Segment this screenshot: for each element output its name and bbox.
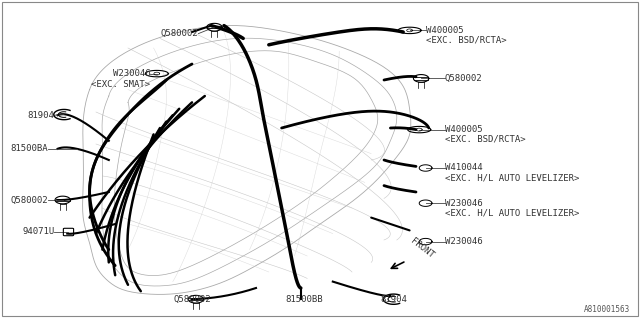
Text: W400005: W400005 xyxy=(426,26,463,35)
Text: A810001563: A810001563 xyxy=(584,305,630,314)
Text: 81904: 81904 xyxy=(28,111,54,120)
Text: W230046: W230046 xyxy=(113,69,150,78)
Text: <EXC. H/L AUTO LEVELIZER>: <EXC. H/L AUTO LEVELIZER> xyxy=(445,173,579,182)
Text: W230046: W230046 xyxy=(445,199,483,208)
Text: <EXC. BSD/RCTA>: <EXC. BSD/RCTA> xyxy=(426,36,506,44)
Text: 81500BB: 81500BB xyxy=(285,295,323,304)
Text: 81500BA: 81500BA xyxy=(10,144,48,153)
Text: Q580002: Q580002 xyxy=(10,196,48,204)
Text: Q580002: Q580002 xyxy=(161,29,198,38)
Text: Q580002: Q580002 xyxy=(445,74,483,83)
Text: W400005: W400005 xyxy=(445,125,483,134)
Text: FRONT: FRONT xyxy=(408,236,435,260)
Text: <EXC. SMAT>: <EXC. SMAT> xyxy=(92,80,150,89)
Text: W230046: W230046 xyxy=(445,237,483,246)
Text: 81904: 81904 xyxy=(380,295,407,304)
Text: <EXC. BSD/RCTA>: <EXC. BSD/RCTA> xyxy=(445,135,525,144)
Text: <EXC. H/L AUTO LEVELIZER>: <EXC. H/L AUTO LEVELIZER> xyxy=(445,208,579,217)
Text: Q580002: Q580002 xyxy=(173,295,211,304)
Text: 94071U: 94071U xyxy=(22,228,54,236)
Text: W410044: W410044 xyxy=(445,164,483,172)
